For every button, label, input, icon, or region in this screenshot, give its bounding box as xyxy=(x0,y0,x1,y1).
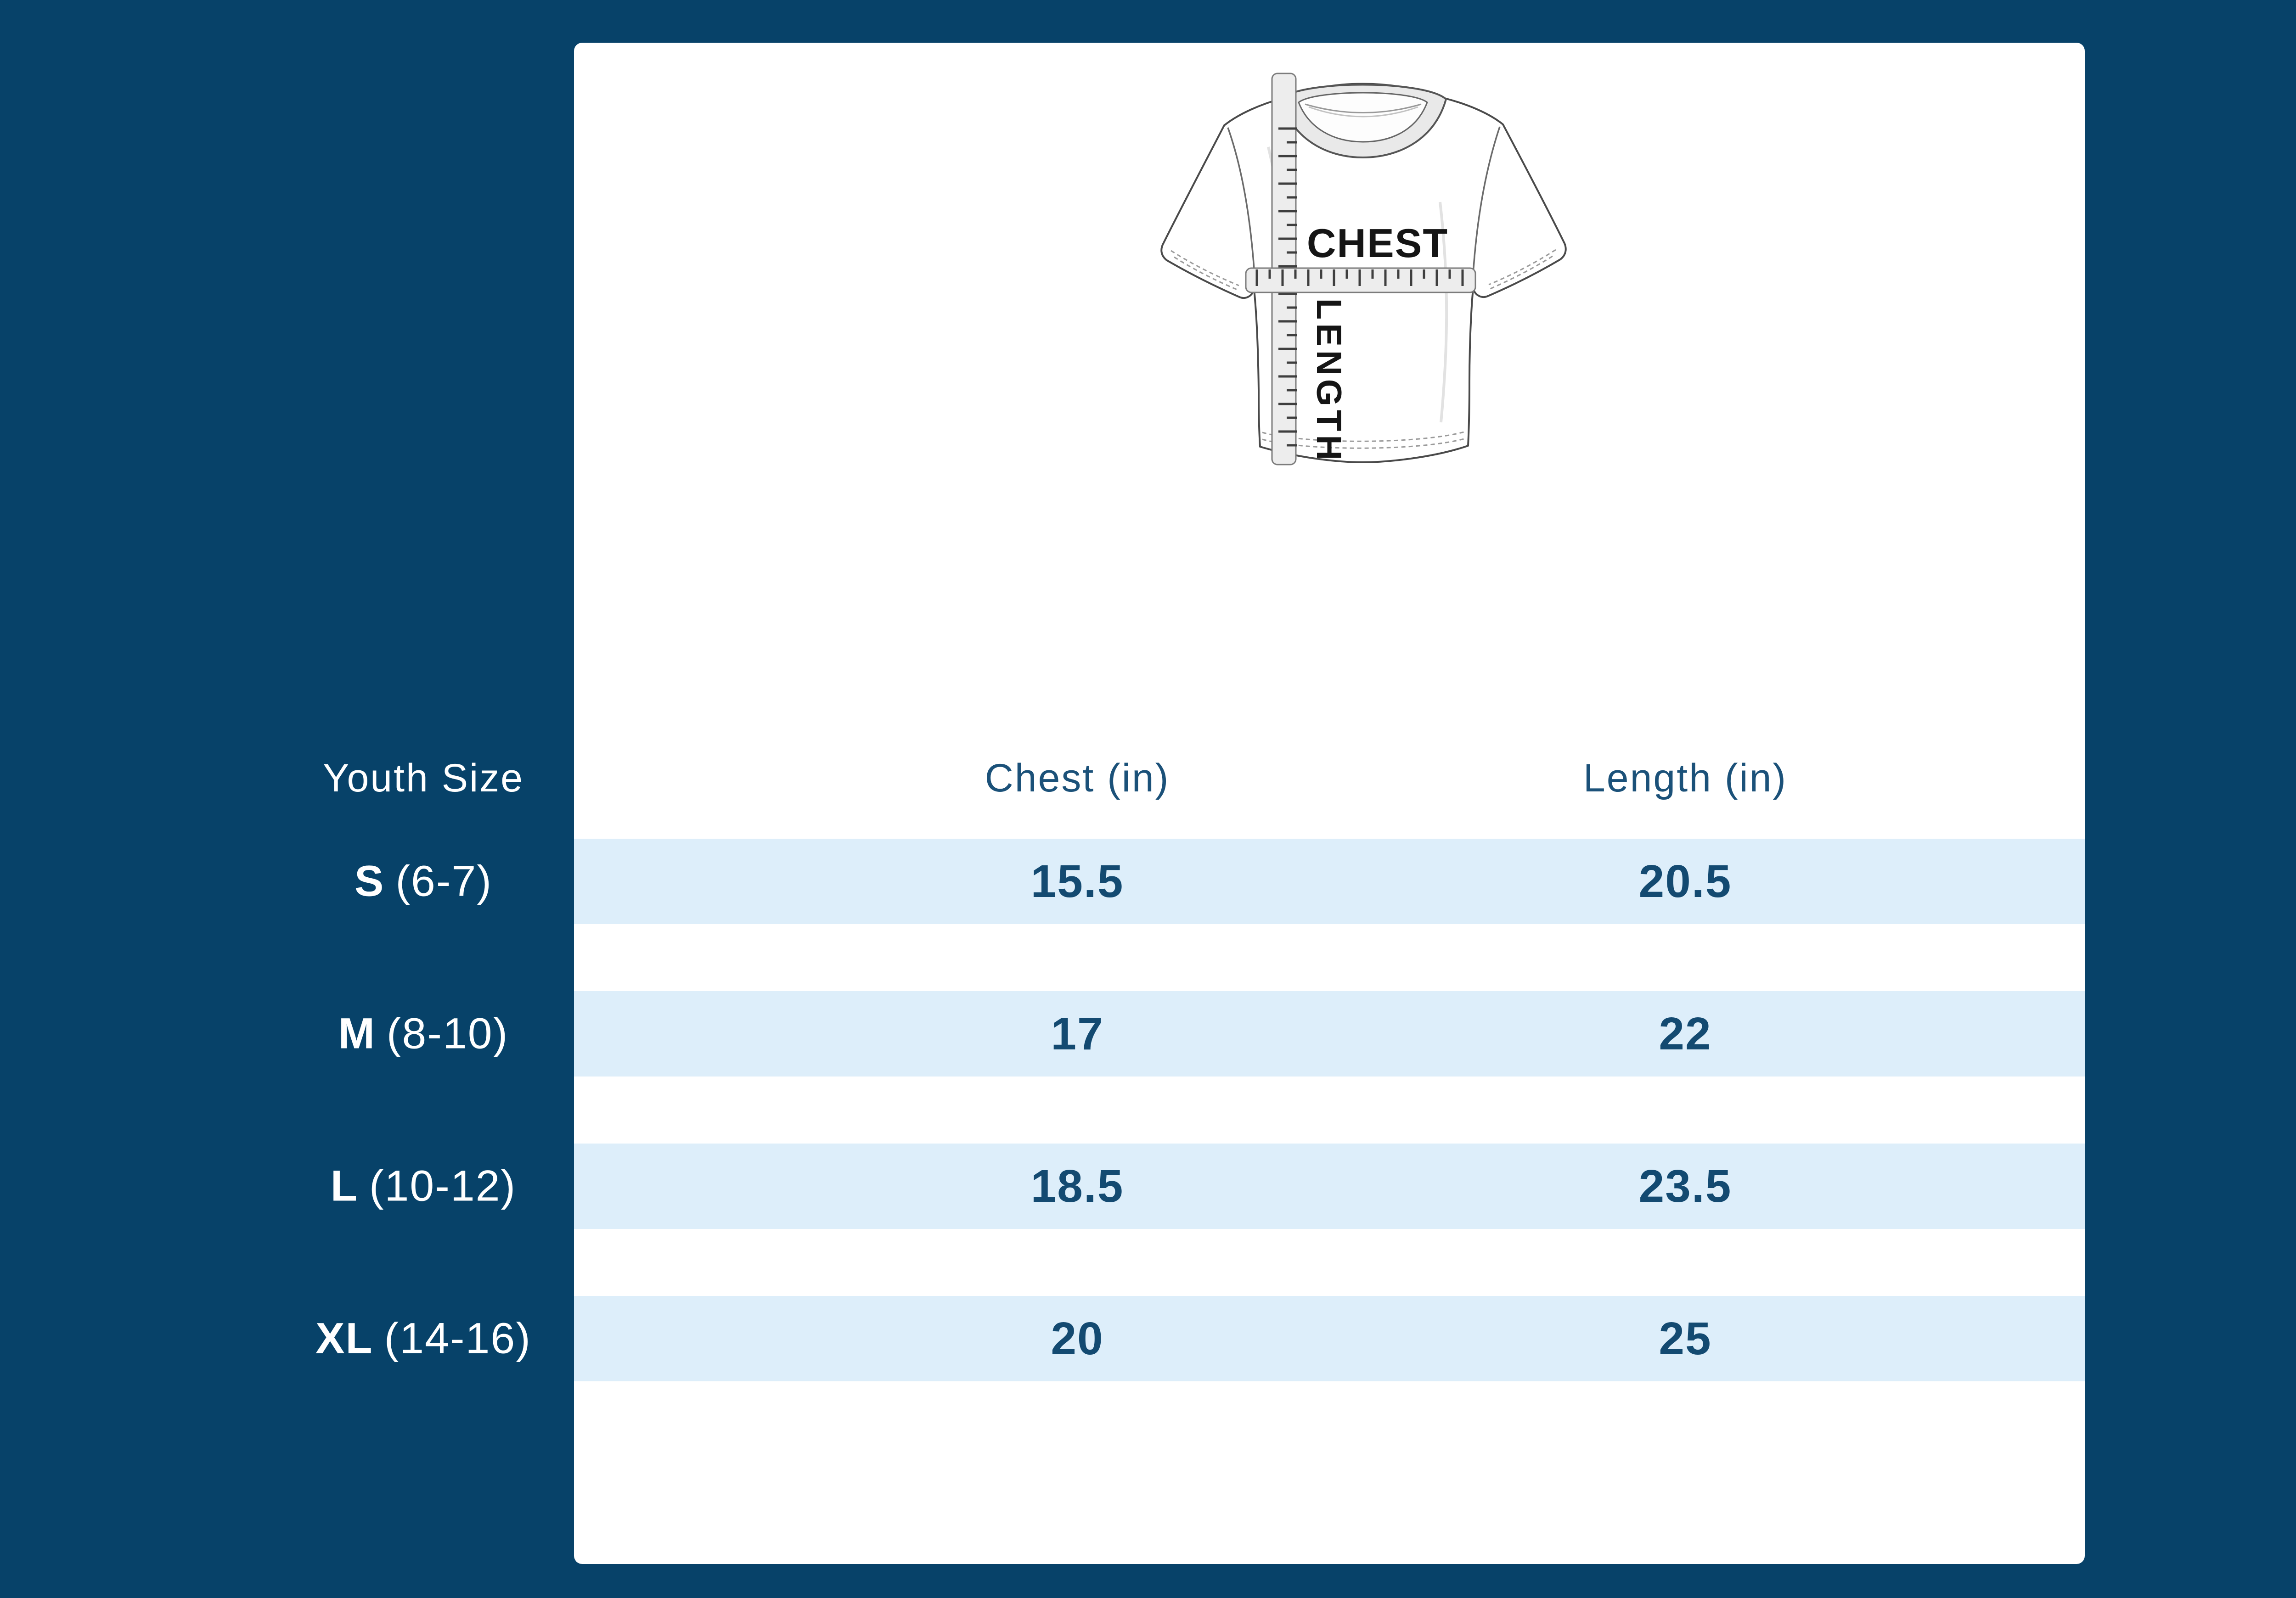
column-header-youth-size: Youth Size xyxy=(322,756,524,800)
row-stripe xyxy=(574,1296,2085,1381)
row-stripe xyxy=(574,991,2085,1077)
size-code: L xyxy=(330,1161,358,1211)
size-age-range: (6-7) xyxy=(395,857,492,906)
collar xyxy=(1279,84,1447,159)
size-cell: XL (14-16) xyxy=(315,1317,531,1361)
table-row-l: L (10-12) 18.5 23.5 xyxy=(0,1144,2296,1229)
size-age-range: (10-12) xyxy=(369,1161,517,1211)
armhole-seam-left xyxy=(1227,127,1256,283)
length-value: 23.5 xyxy=(1638,1161,1732,1212)
length-measure-label: LENGTH xyxy=(1309,298,1348,464)
column-header-chest: Chest (in) xyxy=(985,756,1170,800)
length-value: 25 xyxy=(1659,1313,1712,1364)
chest-value: 18.5 xyxy=(1030,1161,1124,1212)
armhole-seam-right xyxy=(1472,126,1501,281)
chest-ruler xyxy=(1245,267,1476,293)
size-age-range: (8-10) xyxy=(386,1009,509,1058)
chest-value: 20 xyxy=(1051,1313,1104,1364)
chest-value: 17 xyxy=(1051,1008,1104,1060)
row-stripe xyxy=(574,1144,2085,1229)
tshirt-measurement-diagram: CHEST LENGTH xyxy=(1160,73,1567,465)
row-stripe xyxy=(574,839,2085,924)
table-row-s: S (6-7) 15.5 20.5 xyxy=(0,839,2296,924)
cuff-stitching xyxy=(1171,249,1556,292)
size-code: S xyxy=(355,857,385,906)
table-row-xl: XL (14-16) 20 25 xyxy=(0,1296,2296,1381)
size-cell: L (10-12) xyxy=(330,1161,517,1211)
length-value: 22 xyxy=(1659,1008,1712,1060)
length-value: 20.5 xyxy=(1638,856,1732,907)
fold-line-right xyxy=(1439,202,1448,423)
column-header-length: Length (in) xyxy=(1583,756,1788,800)
size-code: M xyxy=(338,1009,376,1058)
chest-value: 15.5 xyxy=(1030,856,1124,907)
chest-measure-label: CHEST xyxy=(1307,220,1448,266)
size-cell: M (8-10) xyxy=(338,1012,509,1056)
table-header-row: Youth Size Chest (in) Length (in) xyxy=(0,735,2296,821)
size-code: XL xyxy=(315,1314,373,1363)
size-age-range: (14-16) xyxy=(384,1314,531,1363)
table-row-m: M (8-10) 17 22 xyxy=(0,991,2296,1077)
size-cell: S (6-7) xyxy=(355,857,492,906)
